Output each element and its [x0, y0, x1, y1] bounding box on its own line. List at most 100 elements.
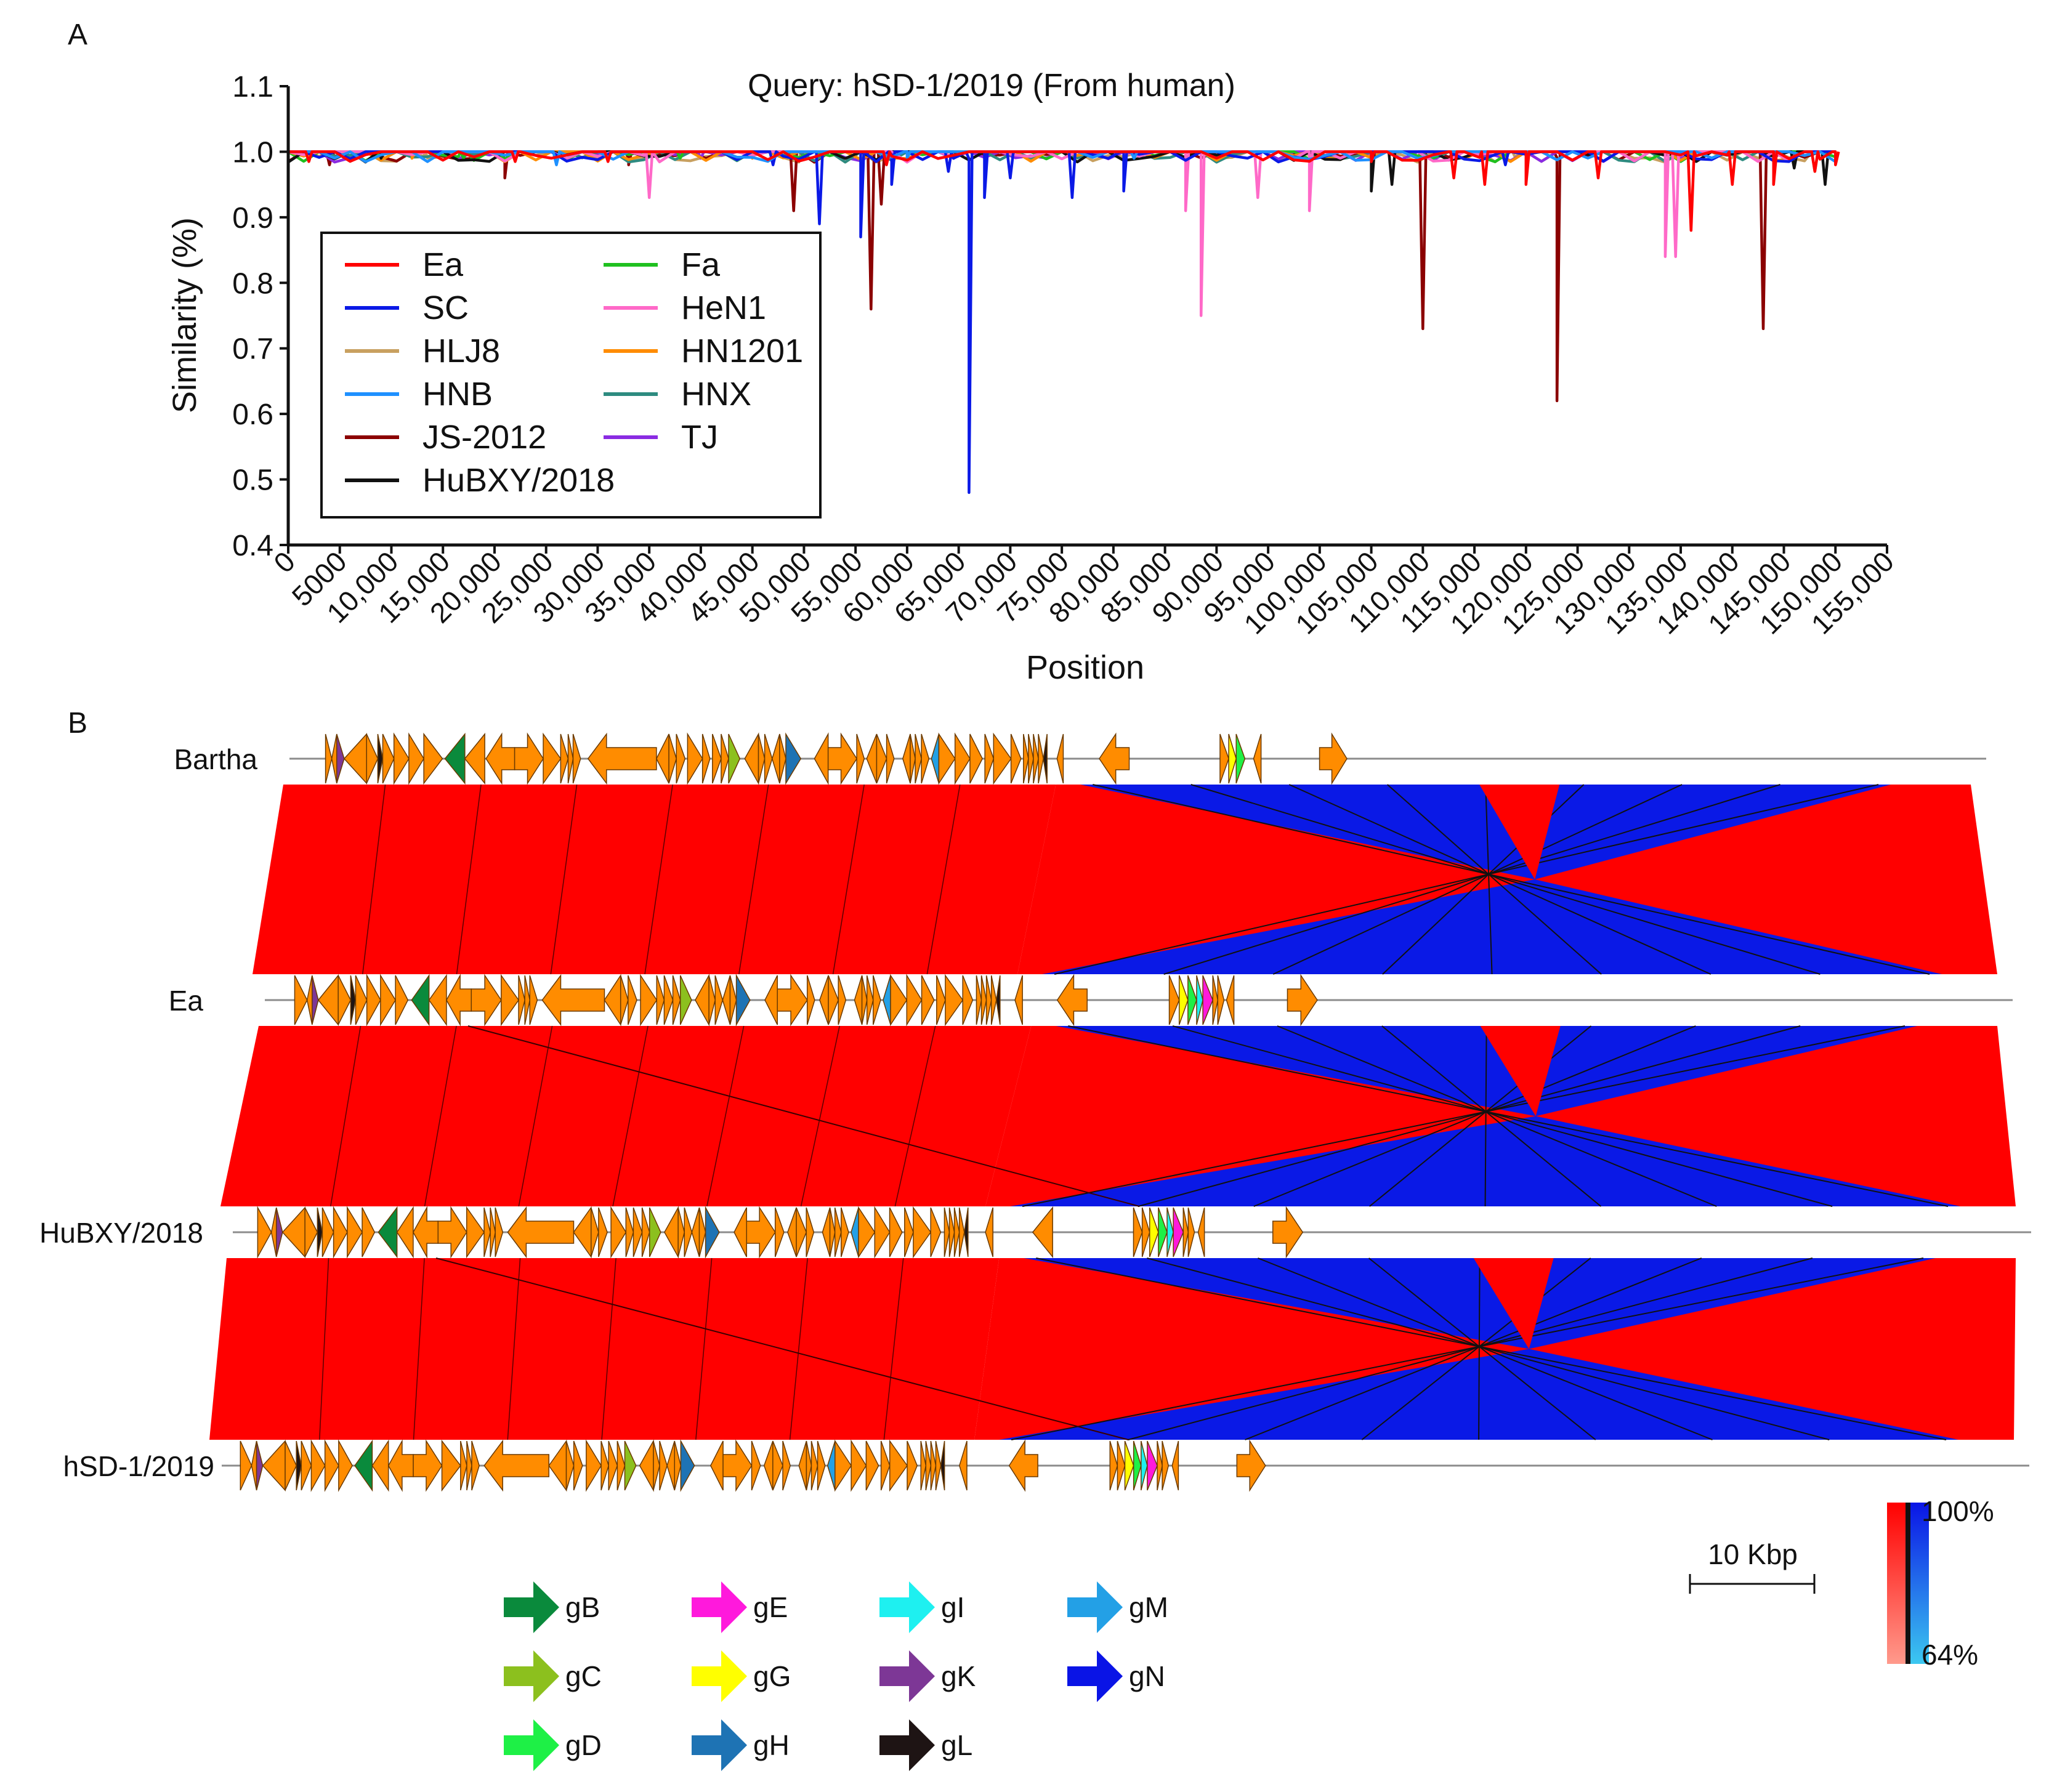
gene-gL [296, 1440, 302, 1491]
ribbon-edge [1369, 1025, 1592, 1207]
ribbon-edge [1138, 1025, 1801, 1207]
gene-arrow [495, 1207, 504, 1257]
gene-arrow [485, 732, 515, 785]
gene-arrow [628, 975, 637, 1025]
gene-arrow [529, 975, 538, 1025]
gene-arrow [616, 1440, 626, 1491]
genome-track: hSD-1/2019 [63, 1439, 2029, 1492]
gene-arrow [1171, 1440, 1179, 1491]
gene-arrow [1038, 733, 1044, 784]
gene-arrow [270, 1207, 277, 1257]
legend-gene-label: gH [753, 1729, 790, 1761]
gene-gG [1178, 975, 1189, 1025]
gene-arrow [306, 975, 313, 1025]
identity-scale-divider [1906, 1503, 1910, 1664]
gene-arrow [920, 1440, 927, 1491]
y-tick-label: 0.4 [232, 530, 273, 562]
ribbon-edge [1381, 1025, 1602, 1207]
legend-label: HuBXY/2018 [422, 462, 615, 499]
gene-gB [411, 974, 430, 1027]
gene-gG [1228, 733, 1237, 784]
gene-arrow [874, 1206, 891, 1259]
gene-arrow [587, 732, 657, 785]
gene-arrow [518, 975, 525, 1025]
gene-arrow [1133, 1207, 1143, 1257]
gene-arrow [371, 1439, 389, 1492]
gene-arrow [572, 733, 581, 784]
gene-arrow [889, 1439, 908, 1492]
gene-arrow [746, 1206, 776, 1259]
gene-arrow [695, 974, 709, 1027]
ribbon-edge [1147, 1257, 1830, 1440]
gene-arrow [663, 975, 674, 1025]
y-axis-label: Similarity (%) [166, 217, 203, 413]
y-tick-label: 0.5 [232, 464, 273, 497]
gene-arrow [806, 1207, 815, 1257]
gene-arrow [541, 974, 605, 1027]
legend-label: SC [422, 289, 469, 326]
gene-arrow [976, 975, 982, 1025]
gene-arrow [1187, 1207, 1195, 1257]
synteny-ribbons [209, 784, 2016, 1440]
ribbon-edge [1484, 1025, 1487, 1207]
gene-arrow [806, 975, 815, 1025]
legend-arrow-gK [879, 1650, 935, 1702]
legend-arrow-gD [504, 1719, 559, 1771]
genome-tracks: Bartha Ea HuBXY/2018 hSD-1/2019 [39, 732, 2031, 1492]
ribbon-edge [1258, 1257, 1713, 1440]
gene-gK [275, 1207, 283, 1257]
gene-arrow [1099, 732, 1130, 785]
gene-arrow [1212, 975, 1219, 1025]
gene-arrow [362, 1207, 376, 1257]
gene-arrow [543, 732, 562, 785]
gene-arrow [763, 1440, 774, 1491]
legend-gene-label: gI [941, 1591, 964, 1623]
legend-label: Ea [422, 246, 464, 283]
genome-track: HuBXY/2018 [39, 1206, 2031, 1259]
ribbon-edge [1093, 784, 1930, 975]
gene-arrow [668, 733, 677, 784]
gene-gH [705, 1206, 720, 1259]
gene-arrow [471, 1440, 480, 1491]
gene-arrow [464, 732, 485, 785]
gene-arrow [653, 1440, 660, 1491]
y-tick-label: 1.0 [232, 136, 273, 169]
gene-gK [256, 1440, 264, 1491]
gene-arrow [1219, 733, 1229, 784]
identity-scale-blue [1910, 1503, 1929, 1664]
gene-arrow [408, 732, 425, 785]
gene-arrow [921, 975, 935, 1025]
gene-arrow [958, 1207, 965, 1257]
gene-arrow [758, 733, 766, 784]
gene-gC [649, 1207, 661, 1257]
gene-arrow [712, 733, 722, 784]
gene-arrow [851, 1439, 867, 1492]
plot-series [286, 150, 1840, 494]
legend-gene-label: gN [1129, 1660, 1165, 1692]
gene-gD [1235, 733, 1246, 784]
gene-gH [680, 1439, 695, 1492]
gene-legend: gB gC gD gE gG gH gI gK gL gM gN [504, 1581, 1168, 1771]
gene-arrow [744, 732, 759, 785]
gene-arrow [251, 1440, 257, 1491]
gene-arrow [1287, 974, 1318, 1027]
gene-gD [1158, 1207, 1168, 1257]
gene-arrow [1033, 733, 1039, 784]
ribbon-edge [1253, 1025, 1696, 1207]
gene-arrow [441, 1439, 461, 1492]
y-tick-label: 1.1 [232, 71, 273, 103]
gene-gB [378, 1206, 398, 1259]
gene-arrow [294, 975, 308, 1025]
gene-arrow [980, 975, 987, 1025]
gene-arrow [910, 733, 916, 784]
legend-arrow-gL [879, 1719, 935, 1771]
gene-arrow [838, 975, 847, 1025]
gene-arrow [324, 1439, 339, 1492]
legend-gene-label: gG [753, 1660, 791, 1692]
gene-arrow [798, 1440, 807, 1491]
ribbon-edge [800, 1025, 840, 1207]
gene-arrow [507, 1206, 575, 1259]
gene-arrow [387, 1439, 414, 1492]
legend-arrow-gI [879, 1581, 935, 1633]
gene-arrow [777, 974, 808, 1027]
